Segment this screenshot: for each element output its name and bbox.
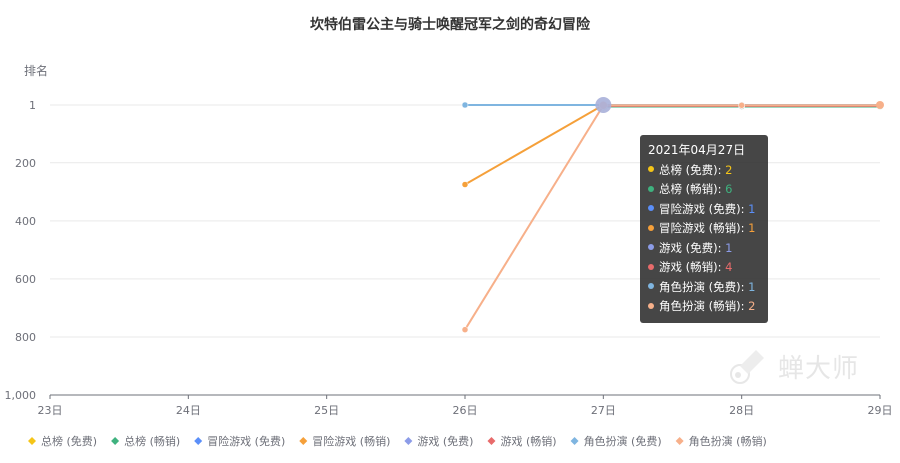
legend-item[interactable]: 冒险游戏 (免费) <box>194 434 285 448</box>
legend-marker-icon <box>194 437 203 445</box>
chart-tooltip: 2021年04月27日 总榜 (免费): 2 总榜 (畅销): 6 冒险游戏 (免费… <box>640 135 768 323</box>
x-tick-label: 26日 <box>453 404 478 417</box>
legend-label: 角色扮演 (免费) <box>584 434 662 448</box>
tooltip-row: 冒险游戏 (畅销): 1 <box>648 219 760 239</box>
tooltip-row: 总榜 (免费): 2 <box>648 161 760 181</box>
tooltip-label: 游戏 (免费): <box>659 240 726 255</box>
x-tick-label: 28日 <box>729 404 754 417</box>
legend-marker-icon <box>570 437 579 445</box>
legend-item[interactable]: 角色扮演 (免费) <box>570 434 662 448</box>
tooltip-date: 2021年04月27日 <box>648 143 746 157</box>
tooltip-row: 角色扮演 (免费): 1 <box>648 278 760 298</box>
end-point <box>876 101 884 109</box>
data-point[interactable] <box>461 101 469 109</box>
legend-label: 总榜 (畅销) <box>124 434 180 448</box>
data-point[interactable] <box>738 102 745 109</box>
legend-label: 角色扮演 (畅销) <box>689 434 767 448</box>
tooltip-value: 4 <box>725 260 733 274</box>
tooltip-value: 2 <box>748 299 756 313</box>
tooltip-row: 游戏 (畅销): 4 <box>648 258 760 278</box>
legend-label: 冒险游戏 (免费) <box>207 434 285 448</box>
legend-marker-icon <box>28 437 36 445</box>
legend-marker-icon <box>299 437 308 445</box>
legend-label: 游戏 (免费) <box>417 434 473 448</box>
y-tick-label: 200 <box>15 157 36 170</box>
cicada-logo-icon <box>730 350 764 384</box>
legend-label: 总榜 (免费) <box>41 434 97 448</box>
tooltip-dot-icon <box>648 302 654 309</box>
tooltip-dot-icon <box>648 166 654 172</box>
legend-label: 游戏 (畅销) <box>500 434 556 448</box>
tooltip-value: 1 <box>748 201 756 216</box>
x-tick-label: 27日 <box>591 404 616 417</box>
y-axis-name: 排名 <box>24 63 48 78</box>
y-tick-label: 400 <box>15 215 36 228</box>
tooltip-label: 总榜 (免费): <box>659 162 726 177</box>
tooltip-value: 1 <box>748 279 756 294</box>
y-tick-label: 800 <box>15 331 36 344</box>
data-point[interactable] <box>461 181 469 188</box>
tooltip-label: 游戏 (畅销): <box>659 260 726 274</box>
tooltip-value: 1 <box>748 221 756 235</box>
chart-title: 坎特伯雷公主与骑士唤醒冠军之剑的奇幻冒险 <box>310 16 591 33</box>
tooltip-row: 游戏 (免费): 1 <box>648 239 760 259</box>
tooltip-value: 6 <box>725 182 733 196</box>
tooltip-label: 角色扮演 (免费): <box>659 279 749 294</box>
y-tick-label: 1 <box>29 99 36 112</box>
series-line <box>464 104 880 331</box>
tooltip-label: 冒险游戏 (免费): <box>659 201 749 216</box>
tooltip-row: 角色扮演 (畅销): 2 <box>648 297 760 317</box>
x-tick-label: 23日 <box>38 404 63 417</box>
legend-item[interactable]: 总榜 (畅销) <box>111 434 180 448</box>
legend-marker-icon <box>111 437 120 445</box>
tooltip-dot-icon <box>648 185 654 192</box>
tooltip-dot-icon <box>648 244 654 250</box>
tooltip-value: 1 <box>725 240 733 255</box>
x-tick-label: 29日 <box>868 404 893 417</box>
watermark: 蝉大师 <box>726 344 859 388</box>
tooltip-label: 角色扮演 (畅销): <box>659 299 749 313</box>
y-tick-label: 600 <box>15 273 36 286</box>
watermark-text: 蝉大师 <box>778 353 860 384</box>
tooltip-value: 2 <box>725 162 733 177</box>
tooltip-row: 冒险游戏 (免费): 1 <box>648 200 760 220</box>
legend-item[interactable]: 冒险游戏 (畅销) <box>299 434 390 448</box>
y-tick-label: 1,000 <box>5 389 37 402</box>
legend-item[interactable]: 游戏 (畅销) <box>487 434 557 448</box>
tooltip-dot-icon <box>648 224 654 231</box>
x-tick-label: 24日 <box>176 404 201 417</box>
legend-marker-icon <box>675 437 684 445</box>
tooltip-label: 冒险游戏 (畅销): <box>659 221 749 235</box>
legend-item[interactable]: 角色扮演 (畅销) <box>675 434 767 448</box>
x-tick-label: 25日 <box>314 404 339 417</box>
data-point[interactable] <box>461 326 469 333</box>
tooltip-label: 总榜 (畅销): <box>659 182 726 196</box>
tooltip-dot-icon <box>648 283 654 289</box>
legend-item[interactable]: 总榜 (免费) <box>28 434 97 448</box>
legend-item[interactable]: 游戏 (免费) <box>404 434 473 448</box>
legend-label: 冒险游戏 (畅销) <box>312 434 390 448</box>
tooltip-dot-icon <box>648 205 654 211</box>
hover-point-highlight <box>595 97 612 113</box>
tooltip-dot-icon <box>648 263 654 270</box>
tooltip-row: 总榜 (畅销): 6 <box>648 180 760 200</box>
legend-marker-icon <box>404 437 413 445</box>
legend-marker-icon <box>487 437 496 445</box>
